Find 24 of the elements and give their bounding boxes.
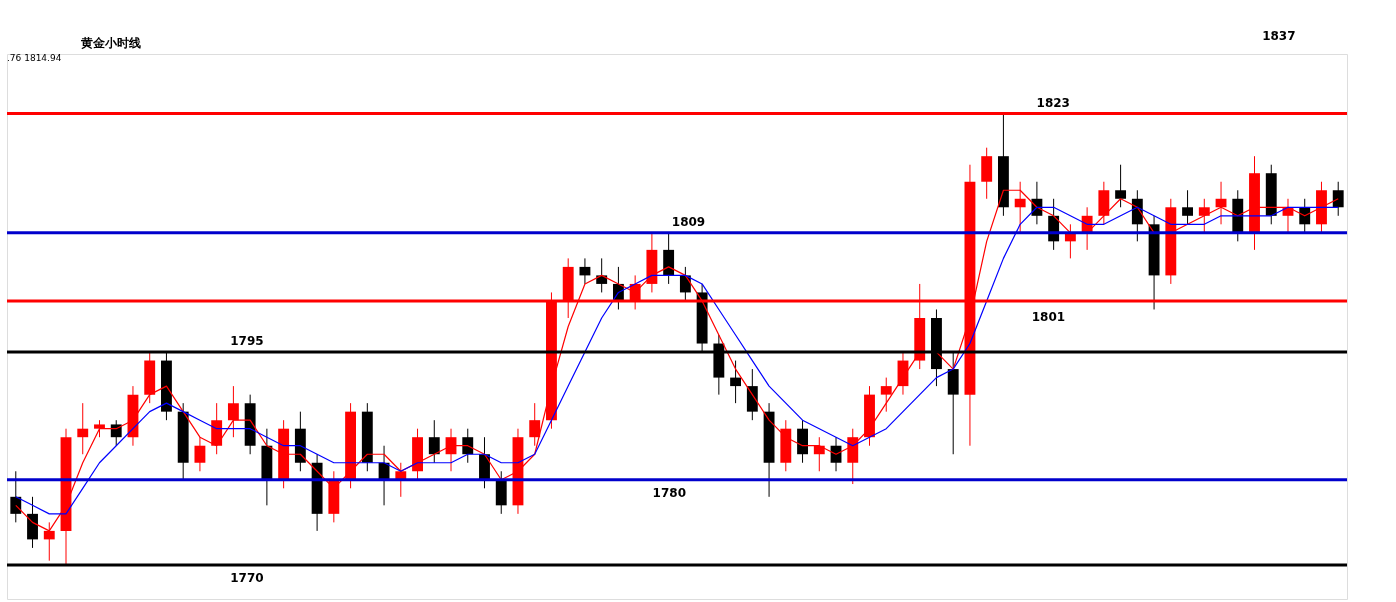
ref-line-label: 1809 bbox=[671, 214, 706, 229]
candlestick bbox=[1332, 181, 1344, 217]
candlestick bbox=[77, 402, 89, 455]
ref-line-label: 1795 bbox=[230, 334, 264, 349]
annotation: .76 1814.94 bbox=[7, 53, 62, 63]
ref-line-label: 1801 bbox=[1031, 309, 1066, 324]
candlestick bbox=[529, 402, 541, 447]
candlestick bbox=[880, 377, 892, 413]
ref-line-label: 1823 bbox=[1036, 95, 1070, 110]
ref-line-label: 1770 bbox=[230, 570, 264, 585]
candlestick bbox=[194, 436, 206, 472]
candlestick bbox=[10, 470, 22, 523]
candlestick bbox=[227, 385, 239, 438]
candlestick bbox=[1115, 164, 1127, 208]
candlestick bbox=[428, 419, 440, 464]
candlestick bbox=[730, 360, 742, 404]
chart-title: 黄金小时线 bbox=[79, 36, 141, 50]
text: 1837 bbox=[1262, 29, 1296, 43]
candlestick bbox=[579, 257, 591, 285]
candlestick bbox=[110, 419, 122, 447]
candlestick bbox=[1198, 198, 1210, 234]
candlestick bbox=[462, 428, 474, 464]
candlestick bbox=[1182, 189, 1193, 225]
ref-line-label: 1780 bbox=[652, 485, 687, 500]
